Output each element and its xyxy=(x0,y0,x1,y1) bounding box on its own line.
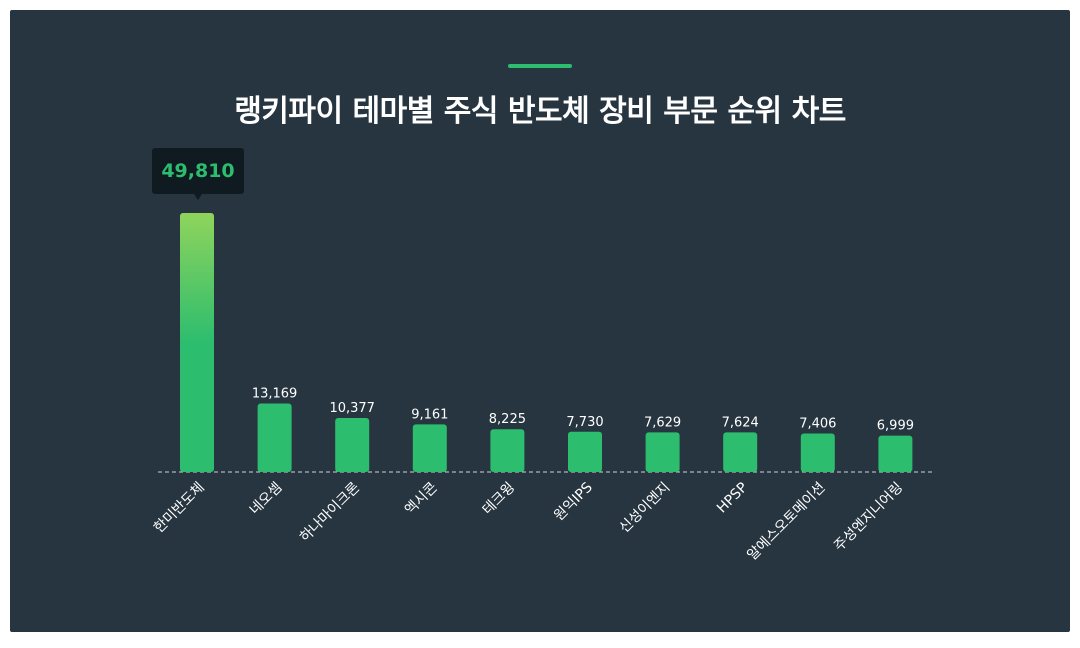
bar-value-label: 10,377 xyxy=(329,401,375,416)
bar xyxy=(645,432,680,472)
value-tooltip xyxy=(152,148,244,194)
tooltip-pointer xyxy=(194,194,202,200)
bar-value-label: 8,225 xyxy=(489,412,526,427)
category-label: 원익IPS xyxy=(551,479,596,524)
bar-value-label: 7,624 xyxy=(722,415,759,430)
bar-value-label: 7,629 xyxy=(644,415,681,430)
bar xyxy=(800,433,835,472)
category-label: 테크윙 xyxy=(480,480,519,519)
bar xyxy=(180,213,214,472)
bar xyxy=(335,418,370,472)
category-label: 네오셈 xyxy=(247,480,286,519)
bar-value-label: 13,169 xyxy=(252,387,298,402)
bar xyxy=(723,432,758,472)
bar xyxy=(490,429,525,472)
category-label: 한미반도체 xyxy=(151,480,208,537)
category-label: HPSP xyxy=(714,480,751,517)
category-label: 신성이엔지 xyxy=(617,480,674,537)
category-label: 엑시콘 xyxy=(402,479,441,518)
category-label: 주성엔지니어링 xyxy=(831,480,906,555)
title-accent-line xyxy=(508,64,572,68)
bar xyxy=(568,431,602,472)
category-label: 하나마이크론 xyxy=(297,479,363,545)
bar xyxy=(878,435,913,472)
bar-value-label: 49,810 xyxy=(161,160,234,182)
bar-value-label: 7,406 xyxy=(799,416,836,431)
bar xyxy=(257,403,292,472)
chart-title: 랭키파이 테마별 주식 반도체 장비 부문 순위 차트 xyxy=(234,94,846,129)
bar-value-label: 9,161 xyxy=(411,407,448,422)
bar-value-label: 7,730 xyxy=(566,415,603,430)
bar-value-label: 6,999 xyxy=(877,419,914,434)
category-label: 알에스오토메이션 xyxy=(744,480,828,564)
bar xyxy=(412,424,447,472)
